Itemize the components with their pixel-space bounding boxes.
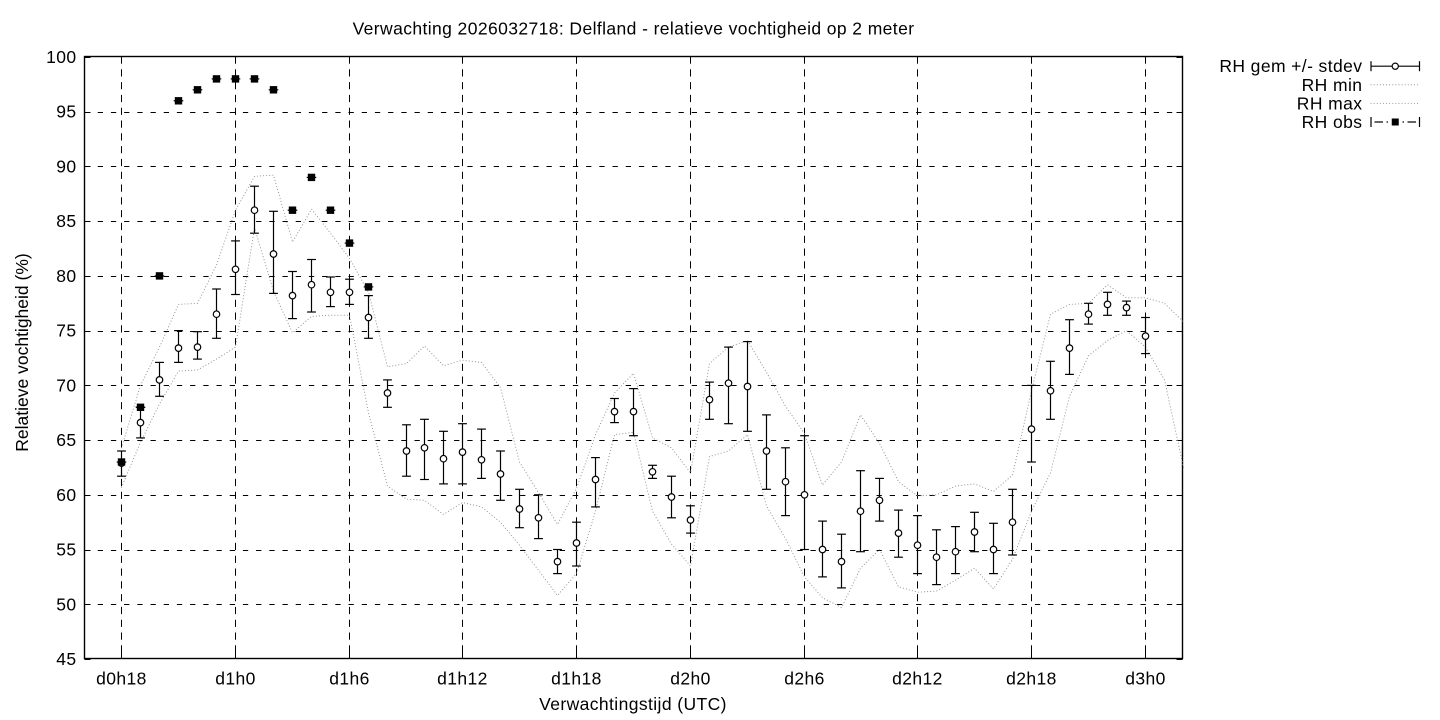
svg-text:RH max: RH max (1297, 93, 1363, 113)
svg-text:d1h6: d1h6 (329, 669, 370, 689)
svg-text:85: 85 (56, 211, 76, 231)
svg-text:65: 65 (56, 430, 76, 450)
svg-text:d2h18: d2h18 (1006, 669, 1057, 689)
svg-text:d2h0: d2h0 (670, 669, 711, 689)
svg-text:Verwachting 2026032718: Delfla: Verwachting 2026032718: Delfland - relat… (353, 19, 915, 39)
svg-text:RH min: RH min (1302, 75, 1363, 95)
svg-text:50: 50 (56, 594, 76, 614)
svg-text:d2h12: d2h12 (892, 669, 943, 689)
svg-text:d3h0: d3h0 (1125, 669, 1166, 689)
svg-text:60: 60 (56, 485, 76, 505)
svg-text:100: 100 (46, 47, 76, 67)
svg-text:d2h6: d2h6 (784, 669, 825, 689)
svg-text:d1h0: d1h0 (215, 669, 256, 689)
svg-text:d1h18: d1h18 (551, 669, 602, 689)
svg-text:d0h18: d0h18 (96, 669, 147, 689)
svg-text:d1h12: d1h12 (437, 669, 488, 689)
svg-text:Verwachtingstijd (UTC): Verwachtingstijd (UTC) (539, 694, 727, 714)
svg-text:Relatieve vochtigheid (%): Relatieve vochtigheid (%) (12, 253, 32, 451)
svg-text:95: 95 (56, 102, 76, 122)
svg-text:45: 45 (56, 649, 76, 669)
svg-text:75: 75 (56, 321, 76, 341)
svg-text:55: 55 (56, 540, 76, 560)
svg-text:70: 70 (56, 375, 76, 395)
svg-text:RH obs: RH obs (1302, 112, 1363, 132)
svg-text:80: 80 (56, 266, 76, 286)
svg-text:90: 90 (56, 157, 76, 177)
svg-text:RH gem +/- stdev: RH gem +/- stdev (1219, 56, 1362, 76)
